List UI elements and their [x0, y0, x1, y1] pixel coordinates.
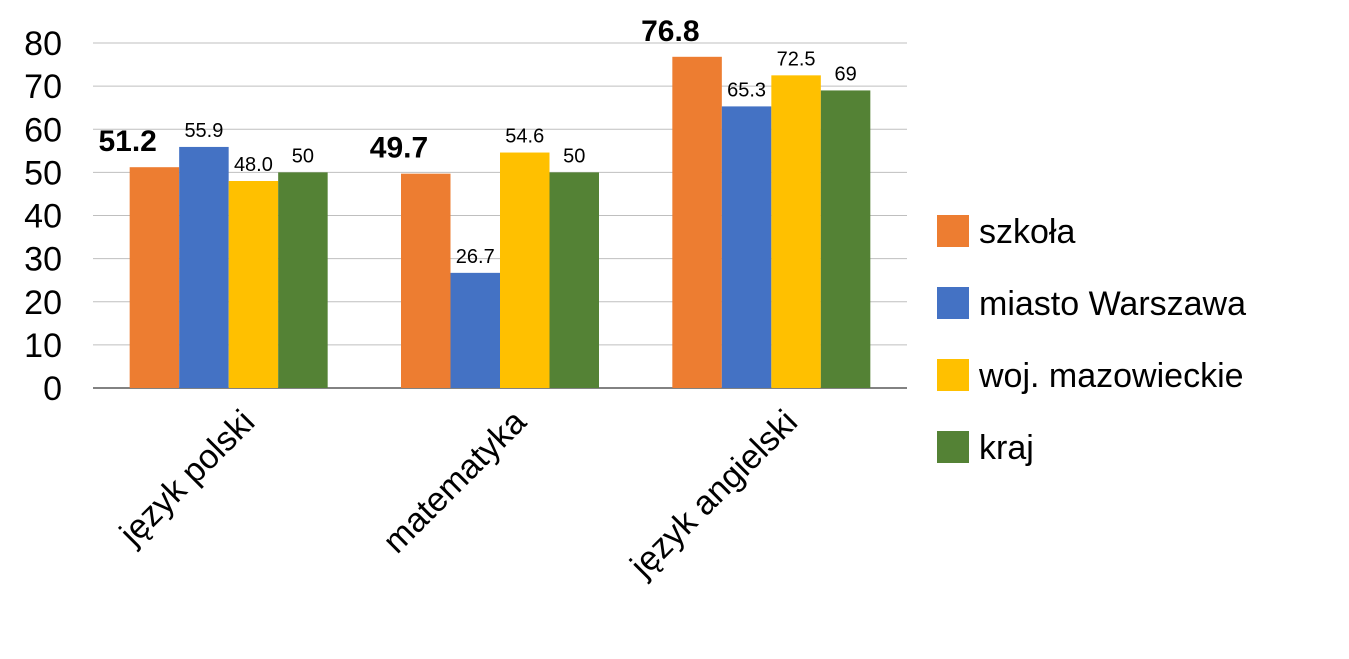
bar-kraj-1 [549, 172, 599, 388]
y-tick-label: 60 [24, 111, 62, 149]
data-label: 76.8 [641, 15, 699, 48]
bar-szko-a-0 [129, 167, 180, 388]
y-tick-label: 50 [24, 154, 62, 192]
x-axis-ticks: język polski matematyka język angielski [112, 403, 805, 586]
data-label: 50 [292, 145, 314, 167]
data-label: 49.7 [370, 132, 428, 165]
data-label: 26.7 [456, 246, 495, 268]
data-labels: 51.2 55.9 48.0 50 49.7 26.7 54.6 50 76.8 65.3 72.5… [98, 15, 856, 268]
x-tick-label: język polski [112, 403, 263, 554]
bars [129, 56, 871, 389]
y-tick-label: 70 [24, 68, 62, 106]
bar-szko-a-1 [401, 173, 451, 388]
bar-miasto-warszawa-1 [450, 272, 500, 388]
data-label: 51.2 [98, 125, 156, 158]
bar-kraj-2 [820, 90, 871, 388]
y-tick-label: 30 [24, 241, 62, 279]
y-tick-label: 10 [24, 327, 62, 365]
data-label: 55.9 [184, 120, 223, 142]
x-tick-label: matematyka [376, 403, 534, 561]
legend-swatch [937, 359, 969, 391]
y-axis-ticks: 0 10 20 30 40 50 60 70 80 [24, 25, 62, 408]
bar-miasto-warszawa-0 [179, 146, 229, 388]
data-label: 50 [563, 145, 585, 167]
y-tick-label: 80 [24, 25, 62, 63]
data-label: 72.5 [777, 48, 816, 70]
bar-kraj-0 [278, 172, 328, 388]
data-label: 65.3 [727, 79, 766, 101]
data-label: 48.0 [234, 154, 273, 176]
bar-woj-mazowieckie-1 [500, 152, 550, 388]
bar-miasto-warszawa-2 [721, 106, 772, 389]
bar-woj-mazowieckie-2 [771, 75, 821, 388]
legend-swatch [937, 431, 969, 463]
legend-swatch [937, 287, 969, 319]
y-tick-label: 20 [24, 284, 62, 322]
legend: szkoła miasto Warszawa woj. mazowieckie kra… [937, 213, 1246, 467]
legend-swatch [937, 215, 969, 247]
bar-woj-mazowieckie-0 [228, 181, 279, 388]
legend-label: woj. mazowieckie [978, 357, 1244, 395]
y-tick-label: 40 [24, 198, 62, 236]
x-tick-label: język angielski [622, 403, 805, 586]
legend-label: szkoła [979, 213, 1075, 251]
y-tick-label: 0 [43, 370, 62, 408]
bar-szko-a-2 [672, 56, 722, 389]
legend-label: kraj [979, 429, 1034, 467]
data-label: 54.6 [505, 126, 544, 148]
legend-label: miasto Warszawa [979, 285, 1246, 323]
data-label: 69 [834, 63, 856, 85]
